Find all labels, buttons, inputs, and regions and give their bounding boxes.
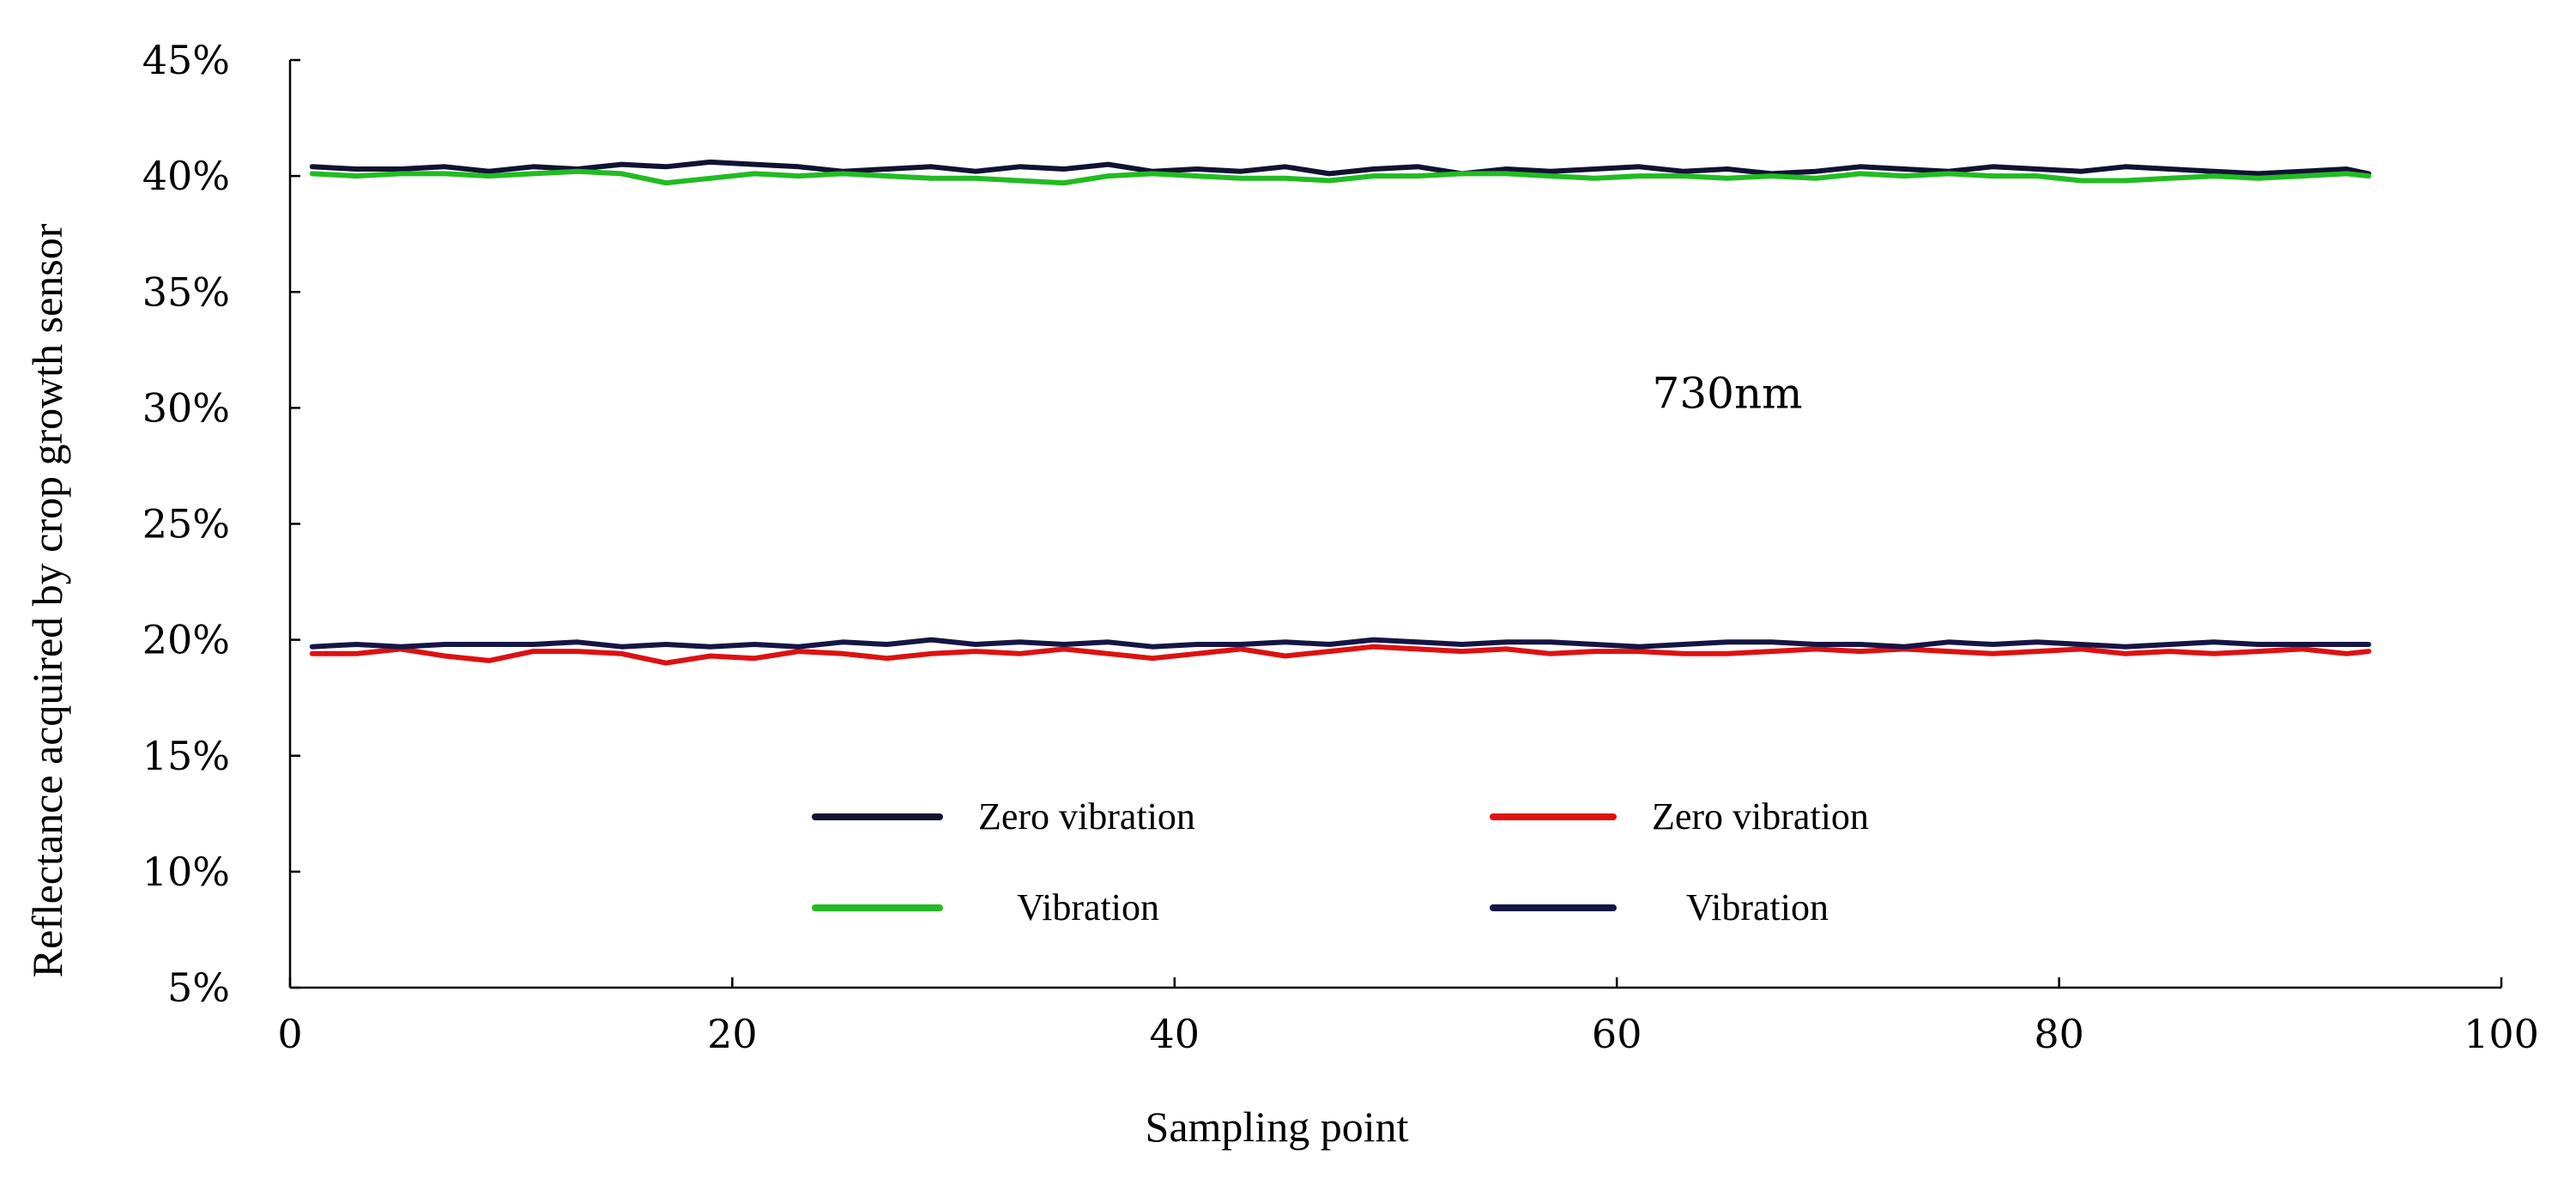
x-tick-label: 60: [1592, 1011, 1642, 1057]
y-tick-label: 45%: [142, 37, 230, 83]
annotation-730nm: 730nm: [1653, 368, 1803, 418]
legend-label: Vibration: [1017, 886, 1159, 928]
series-line-730nm-vibration: [309, 637, 2372, 650]
series-layer: [309, 159, 2372, 666]
x-tick-label: 0: [277, 1011, 302, 1057]
y-axis-title: Reflectance acquired by crop growth sens…: [23, 223, 71, 977]
y-tick-label: 5%: [167, 964, 230, 1011]
series-line-730nm-zero-vibration: [309, 644, 2372, 666]
x-axis-title: Sampling point: [1146, 1103, 1409, 1151]
legend-label: Zero vibration: [1652, 795, 1869, 837]
legend-label: Zero vibration: [978, 795, 1195, 837]
y-tick-label: 20%: [142, 617, 230, 663]
x-tick-label: 80: [2034, 1011, 2084, 1057]
y-tick-label: 30%: [142, 384, 230, 431]
y-tick-label: 15%: [142, 733, 230, 779]
annotations: 815nm730nm: [1653, 368, 1803, 418]
y-tick-label: 40%: [142, 153, 230, 199]
y-tick-label: 10%: [142, 849, 230, 895]
y-tick-label: 25%: [142, 501, 230, 547]
y-tick-label: 35%: [142, 269, 230, 315]
legend-label: Vibration: [1686, 886, 1829, 928]
legend: Zero vibration Zero vibration Vibration Vib…: [812, 795, 1869, 928]
series-line-815nm-vibration: [309, 168, 2372, 186]
x-tick-label: 40: [1150, 1011, 1200, 1057]
x-tick-label: 100: [2464, 1011, 2539, 1057]
x-tick-label: 20: [707, 1011, 758, 1057]
axes: 5% 10% 15% 20% 25% 30% 35% 40% 45% 0 20 40 60 80 100: [142, 37, 2539, 1057]
series-line-815nm-zero-vibration: [309, 159, 2372, 177]
